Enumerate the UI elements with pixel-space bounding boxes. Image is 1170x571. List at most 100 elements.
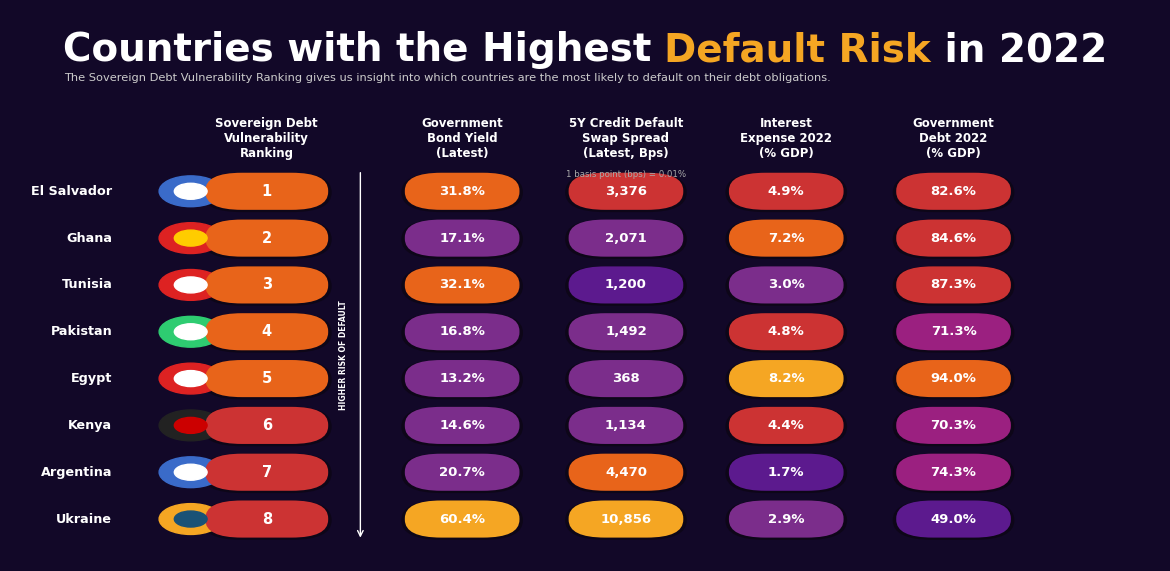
Text: 4.8%: 4.8% [768, 325, 805, 338]
Circle shape [174, 511, 207, 527]
Text: Argentina: Argentina [41, 466, 112, 478]
Circle shape [159, 176, 222, 207]
FancyBboxPatch shape [401, 407, 523, 447]
Text: 3: 3 [262, 278, 271, 292]
Text: Egypt: Egypt [71, 372, 112, 385]
Text: 17.1%: 17.1% [440, 232, 484, 244]
FancyBboxPatch shape [202, 500, 332, 540]
FancyBboxPatch shape [401, 266, 523, 305]
FancyBboxPatch shape [729, 407, 844, 444]
FancyBboxPatch shape [401, 453, 523, 493]
FancyBboxPatch shape [202, 453, 332, 493]
FancyBboxPatch shape [893, 219, 1014, 259]
Circle shape [174, 371, 207, 387]
Text: 31.8%: 31.8% [439, 185, 486, 198]
Circle shape [159, 223, 222, 254]
FancyBboxPatch shape [206, 360, 328, 397]
FancyBboxPatch shape [405, 453, 519, 490]
Circle shape [159, 504, 222, 534]
FancyBboxPatch shape [206, 407, 328, 444]
Text: 4,470: 4,470 [605, 466, 647, 478]
Text: 32.1%: 32.1% [439, 279, 486, 291]
Text: Sovereign Debt
Vulnerability
Ranking: Sovereign Debt Vulnerability Ranking [215, 117, 318, 160]
FancyBboxPatch shape [401, 360, 523, 400]
Text: Tunisia: Tunisia [62, 279, 112, 291]
FancyBboxPatch shape [202, 172, 332, 212]
Text: Default Risk: Default Risk [665, 31, 931, 70]
FancyBboxPatch shape [565, 313, 687, 352]
Circle shape [174, 417, 207, 433]
FancyBboxPatch shape [896, 172, 1011, 210]
Text: Pakistan: Pakistan [50, 325, 112, 338]
FancyBboxPatch shape [405, 500, 519, 538]
Text: 2: 2 [262, 231, 271, 246]
FancyBboxPatch shape [896, 360, 1011, 397]
FancyBboxPatch shape [405, 172, 519, 210]
Text: 1: 1 [262, 184, 271, 199]
FancyBboxPatch shape [725, 360, 847, 400]
FancyBboxPatch shape [893, 453, 1014, 493]
Text: 14.6%: 14.6% [439, 419, 486, 432]
FancyBboxPatch shape [569, 266, 683, 304]
Text: 87.3%: 87.3% [930, 279, 977, 291]
Text: 1 basis point (bps) = 0.01%: 1 basis point (bps) = 0.01% [566, 170, 686, 179]
FancyBboxPatch shape [896, 407, 1011, 444]
Text: 1,492: 1,492 [605, 325, 647, 338]
FancyBboxPatch shape [202, 266, 332, 305]
Circle shape [159, 270, 222, 300]
FancyBboxPatch shape [729, 172, 844, 210]
FancyBboxPatch shape [729, 219, 844, 256]
FancyBboxPatch shape [405, 407, 519, 444]
Text: 3.0%: 3.0% [768, 279, 805, 291]
Text: 4: 4 [262, 324, 271, 339]
Circle shape [174, 277, 207, 293]
Text: 70.3%: 70.3% [930, 419, 977, 432]
Text: 13.2%: 13.2% [439, 372, 486, 385]
FancyBboxPatch shape [893, 407, 1014, 447]
FancyBboxPatch shape [202, 219, 332, 259]
FancyBboxPatch shape [893, 313, 1014, 352]
FancyBboxPatch shape [206, 453, 328, 490]
FancyBboxPatch shape [569, 313, 683, 350]
Text: 4.9%: 4.9% [768, 185, 805, 198]
FancyBboxPatch shape [565, 266, 687, 305]
Text: Ghana: Ghana [67, 232, 112, 244]
Text: 7.2%: 7.2% [768, 232, 805, 244]
Text: 16.8%: 16.8% [439, 325, 486, 338]
FancyBboxPatch shape [893, 360, 1014, 400]
FancyBboxPatch shape [725, 266, 847, 305]
Text: 49.0%: 49.0% [930, 513, 977, 525]
FancyBboxPatch shape [896, 266, 1011, 304]
FancyBboxPatch shape [725, 172, 847, 212]
FancyBboxPatch shape [729, 500, 844, 538]
FancyBboxPatch shape [729, 453, 844, 490]
FancyBboxPatch shape [893, 172, 1014, 212]
FancyBboxPatch shape [401, 313, 523, 352]
Text: 6: 6 [262, 418, 271, 433]
FancyBboxPatch shape [569, 407, 683, 444]
Text: 74.3%: 74.3% [930, 466, 977, 478]
Text: 4.4%: 4.4% [768, 419, 805, 432]
FancyBboxPatch shape [405, 266, 519, 304]
Text: 368: 368 [612, 372, 640, 385]
FancyBboxPatch shape [569, 360, 683, 397]
Text: Government
Debt 2022
(% GDP): Government Debt 2022 (% GDP) [913, 117, 994, 160]
FancyBboxPatch shape [725, 407, 847, 447]
Text: 1,200: 1,200 [605, 279, 647, 291]
FancyBboxPatch shape [565, 360, 687, 400]
Circle shape [174, 464, 207, 480]
FancyBboxPatch shape [202, 360, 332, 400]
Circle shape [159, 316, 222, 347]
Text: 84.6%: 84.6% [930, 232, 977, 244]
FancyBboxPatch shape [565, 219, 687, 259]
Circle shape [174, 230, 207, 246]
FancyBboxPatch shape [565, 453, 687, 493]
FancyBboxPatch shape [202, 407, 332, 447]
Text: 20.7%: 20.7% [439, 466, 486, 478]
Text: 7: 7 [262, 465, 271, 480]
Text: in 2022: in 2022 [931, 31, 1107, 70]
FancyBboxPatch shape [206, 219, 328, 256]
Text: 10,856: 10,856 [600, 513, 652, 525]
FancyBboxPatch shape [729, 266, 844, 304]
FancyBboxPatch shape [893, 266, 1014, 305]
